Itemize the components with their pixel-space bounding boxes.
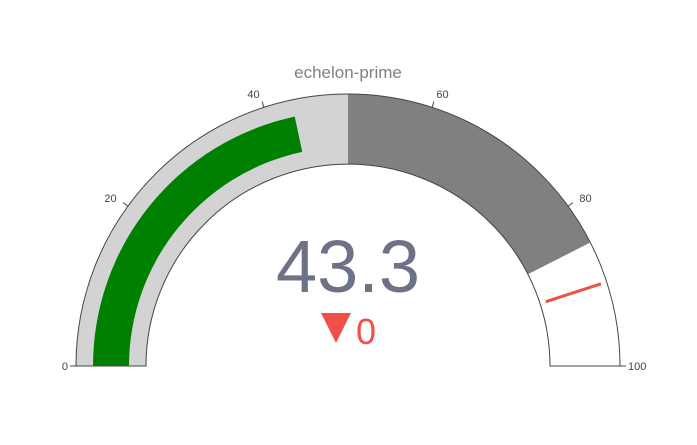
gauge-tick-label-100: 100 (628, 361, 646, 373)
gauge-outline (75, 93, 621, 367)
gauge-empty-band (527, 242, 620, 366)
gauge-tick-label-80: 80 (579, 193, 591, 205)
gauge-delta: 0 (356, 311, 376, 352)
gauge-step-0 (348, 94, 591, 275)
gauge-tick-40 (261, 101, 265, 108)
gauge-value: 43.3 (276, 225, 420, 308)
gauge-title: echelon-prime (294, 63, 402, 82)
gauge-tick-label-20: 20 (104, 193, 116, 205)
gauge-tick-80 (567, 202, 574, 207)
gauge-value-bar (93, 116, 303, 366)
gauge-tick-60 (431, 101, 435, 108)
delta-down-arrow-icon (321, 313, 351, 343)
gauge-tick-label-40: 40 (247, 89, 259, 101)
gauge-threshold-line (545, 282, 602, 304)
gauge-tick-label-60: 60 (436, 89, 448, 101)
gauge-tick-label-0: 0 (62, 361, 68, 373)
gauge-tick-20 (122, 202, 129, 207)
